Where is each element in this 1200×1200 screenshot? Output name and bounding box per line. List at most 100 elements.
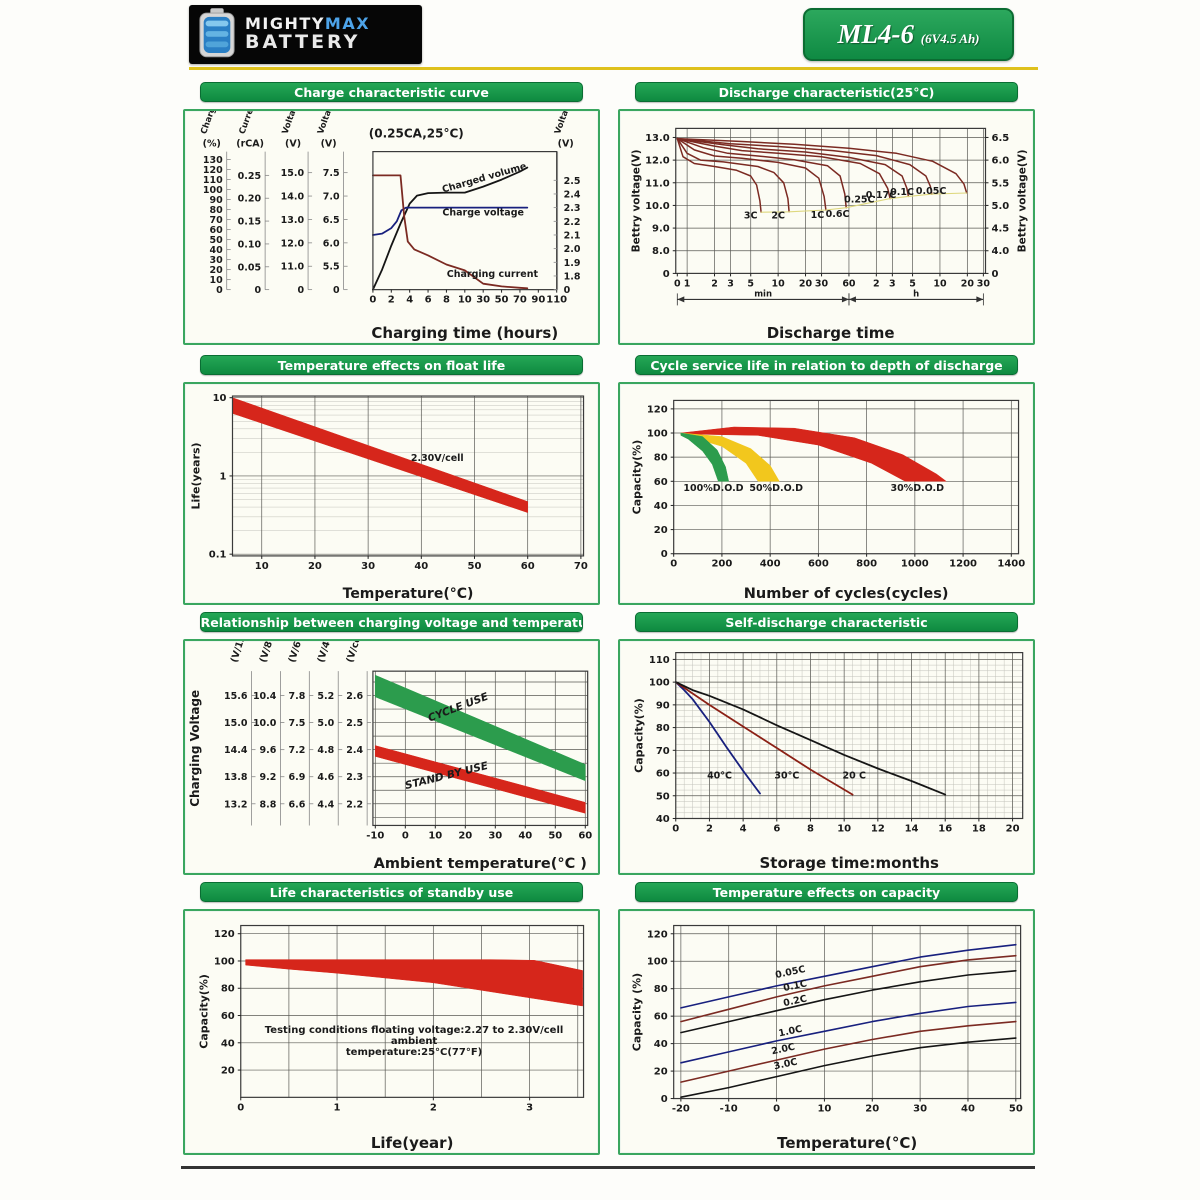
svg-text:2.2: 2.2 <box>564 217 581 228</box>
svg-text:30: 30 <box>476 295 490 306</box>
svg-text:6.0: 6.0 <box>992 156 1010 167</box>
svg-text:120: 120 <box>203 165 223 176</box>
svg-text:60: 60 <box>842 278 856 289</box>
panel-discharge-characteristic: Discharge characteristic(25°C) 0 1 2 3 5 10 20… <box>618 82 1035 345</box>
svg-text:80: 80 <box>221 984 235 995</box>
svg-text:80: 80 <box>654 453 668 464</box>
svg-text:0.05C: 0.05C <box>916 186 946 197</box>
svg-text:20 C: 20 C <box>843 771 867 782</box>
svg-text:Charging current: Charging current <box>447 269 539 280</box>
svg-text:14: 14 <box>905 823 919 834</box>
svg-text:1C: 1C <box>811 210 825 221</box>
svg-text:2: 2 <box>711 278 718 289</box>
svg-text:1400: 1400 <box>997 559 1025 570</box>
svg-text:70: 70 <box>574 561 588 572</box>
svg-text:Voltage: Voltage <box>553 111 575 136</box>
svg-text:6: 6 <box>773 823 780 834</box>
svg-text:70: 70 <box>513 295 527 306</box>
svg-text:Life(year): Life(year) <box>371 1134 454 1152</box>
svg-text:60: 60 <box>209 225 223 236</box>
svg-text:100: 100 <box>647 429 668 440</box>
svg-text:0: 0 <box>333 285 340 296</box>
svg-text:1.9: 1.9 <box>564 258 581 269</box>
svg-text:(V): (V) <box>285 139 301 150</box>
svg-text:Voltage: Voltage <box>316 111 338 136</box>
svg-text:3: 3 <box>727 278 734 289</box>
svg-text:18: 18 <box>972 823 986 834</box>
svg-text:2.4: 2.4 <box>564 189 581 200</box>
svg-text:0.25C: 0.25C <box>844 195 874 206</box>
svg-text:2.1: 2.1 <box>564 230 581 241</box>
svg-text:60: 60 <box>656 769 670 780</box>
svg-text:0.2C: 0.2C <box>782 993 808 1009</box>
svg-text:Capacity (%): Capacity (%) <box>631 973 644 1051</box>
svg-text:10: 10 <box>817 1104 831 1115</box>
svg-text:Storage time:months: Storage time:months <box>759 854 939 872</box>
svg-text:30°C: 30°C <box>774 771 799 782</box>
svg-text:2.4: 2.4 <box>346 745 363 756</box>
svg-text:2.2: 2.2 <box>346 799 363 810</box>
svg-text:Capacity(%): Capacity(%) <box>198 974 211 1049</box>
svg-text:14.0: 14.0 <box>281 192 305 203</box>
chart-frame: -20 -10 0 10 20 30 40 50 0 20 40 60 80 100 120 0.05C 0.1… <box>618 909 1035 1155</box>
svg-text:90: 90 <box>209 195 223 206</box>
svg-text:100: 100 <box>647 957 668 968</box>
svg-text:110: 110 <box>649 655 670 666</box>
panel-charging-voltage-temperature: Relationship between charging voltage an… <box>183 612 600 875</box>
svg-text:3C: 3C <box>744 211 758 222</box>
svg-text:40: 40 <box>209 245 223 256</box>
brand-name: MIGHTYMAX BATTERY <box>245 14 371 53</box>
svg-text:1: 1 <box>334 1102 341 1113</box>
svg-text:80: 80 <box>654 984 668 995</box>
svg-text:40: 40 <box>654 501 668 512</box>
svg-text:70: 70 <box>656 746 670 757</box>
brand-max: MAX <box>324 14 371 34</box>
svg-text:5: 5 <box>747 278 754 289</box>
svg-text:Charging Voltage: Charging Voltage <box>188 690 202 807</box>
svg-text:0: 0 <box>663 269 670 280</box>
cycle-service-life-chart: 0 200 400 600 800 1000 1200 1400 0 20 40 60 80 100 120… <box>631 399 1025 602</box>
chart-frame: 0 1 2 3 20 40 60 80 100 120 Testing conditions flo… <box>183 909 600 1155</box>
chart-frame: 10 20 30 40 50 60 70 0.1 1 10 2.30V/cell Temperatur… <box>183 382 600 605</box>
svg-text:Capacity(%): Capacity(%) <box>633 698 646 773</box>
svg-text:110: 110 <box>203 175 223 186</box>
svg-text:8: 8 <box>807 823 814 834</box>
svg-text:1200: 1200 <box>949 559 977 570</box>
svg-text:50: 50 <box>209 235 223 246</box>
svg-text:800: 800 <box>856 559 877 570</box>
svg-text:40: 40 <box>654 1039 668 1050</box>
svg-text:(V/8V): (V/8V) <box>258 641 279 664</box>
svg-text:Voltage: Voltage <box>280 111 302 136</box>
svg-text:Charged Volume: Charged Volume <box>199 111 235 136</box>
panel-self-discharge: Self-discharge characteristic 0 2 4 6 8 10 12 1… <box>618 612 1035 875</box>
svg-text:60: 60 <box>654 1012 668 1023</box>
svg-text:5.5: 5.5 <box>992 178 1010 189</box>
svg-text:2: 2 <box>873 278 880 289</box>
panel-float-life: Temperature effects on float life 10 20 30… <box>183 355 600 605</box>
svg-text:0: 0 <box>297 285 304 296</box>
svg-text:0: 0 <box>564 285 571 296</box>
svg-text:5.5: 5.5 <box>323 262 340 273</box>
svg-text:(V/12V): (V/12V) <box>229 641 252 664</box>
svg-text:50: 50 <box>548 830 562 841</box>
svg-text:30: 30 <box>488 830 502 841</box>
svg-text:6.9: 6.9 <box>288 772 305 783</box>
svg-text:40: 40 <box>656 814 670 825</box>
svg-text:30%D.O.D: 30%D.O.D <box>890 483 944 494</box>
panel-standby-life: Life characteristics of standby use 0 1 2 3… <box>183 882 600 1155</box>
svg-text:20: 20 <box>961 278 975 289</box>
svg-text:10: 10 <box>255 561 269 572</box>
panel-charge-characteristic: Charge characteristic curve 0 2 4 6 8 10 30 50 7… <box>183 82 600 345</box>
svg-text:5: 5 <box>909 278 916 289</box>
svg-text:9.0: 9.0 <box>652 224 670 235</box>
self-discharge-chart: 0 2 4 6 8 10 12 14 16 18 20 40 50 60 70 80 90 100 110 40°C 3… <box>633 652 1024 872</box>
svg-text:16: 16 <box>938 823 952 834</box>
svg-text:90: 90 <box>531 295 545 306</box>
svg-text:30: 30 <box>913 1104 927 1115</box>
svg-text:20: 20 <box>865 1104 879 1115</box>
svg-text:2.0C: 2.0C <box>770 1042 796 1058</box>
svg-text:2.5: 2.5 <box>346 718 363 729</box>
svg-text:40°C: 40°C <box>707 771 732 782</box>
svg-text:60: 60 <box>578 830 592 841</box>
svg-text:12.0: 12.0 <box>281 238 305 249</box>
